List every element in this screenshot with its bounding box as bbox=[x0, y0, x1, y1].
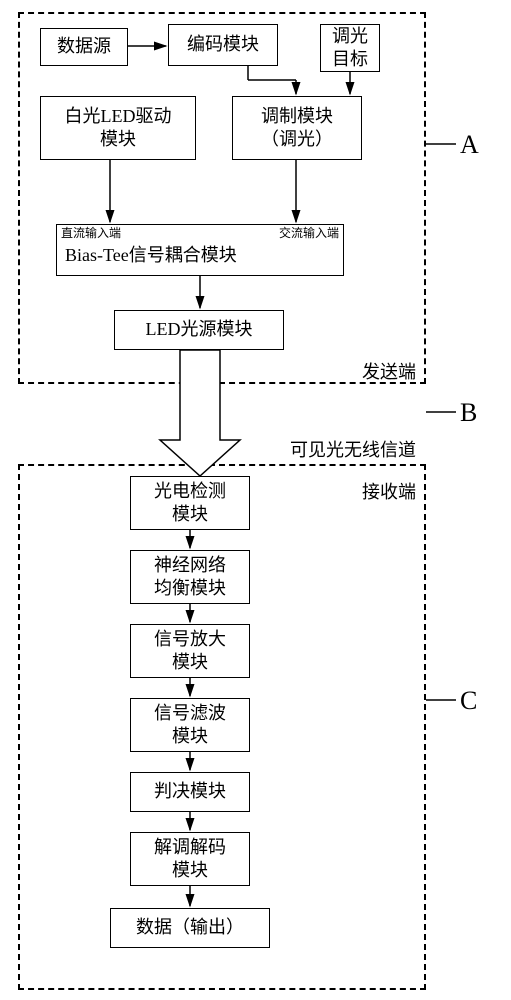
node-amp: 信号放大 模块 bbox=[130, 624, 250, 678]
node-modulator-l2: （调光） bbox=[261, 128, 333, 151]
node-dimtarget-l1: 调光 bbox=[332, 25, 368, 48]
node-photo-l1: 光电检测 bbox=[154, 480, 226, 503]
node-encoder: 编码模块 bbox=[168, 24, 278, 66]
node-photo: 光电检测 模块 bbox=[130, 476, 250, 530]
section-a-sidelabel: 发送端 bbox=[362, 358, 416, 384]
node-ledsrc-label: LED光源模块 bbox=[146, 318, 253, 341]
section-b-label: B bbox=[460, 398, 477, 428]
node-judge-label: 判决模块 bbox=[154, 780, 226, 803]
node-demod-l1: 解调解码 bbox=[154, 836, 226, 859]
node-demod: 解调解码 模块 bbox=[130, 832, 250, 886]
node-amp-l2: 模块 bbox=[172, 651, 208, 674]
node-biastee: 直流输入端 交流输入端 Bias-Tee信号耦合模块 bbox=[56, 224, 344, 276]
section-a-label: A bbox=[460, 130, 479, 160]
node-encoder-label: 编码模块 bbox=[187, 33, 259, 56]
node-nn: 神经网络 均衡模块 bbox=[130, 550, 250, 604]
node-nn-l2: 均衡模块 bbox=[154, 577, 226, 600]
node-filt-l1: 信号滤波 bbox=[154, 702, 226, 725]
node-leddrive-l1: 白光LED驱动 bbox=[65, 105, 172, 128]
node-nn-l1: 神经网络 bbox=[154, 554, 226, 577]
node-out-label: 数据（输出） bbox=[136, 916, 244, 939]
node-dimtarget-l2: 目标 bbox=[332, 48, 368, 71]
node-datasource-label: 数据源 bbox=[57, 35, 111, 58]
node-datasource: 数据源 bbox=[40, 28, 128, 66]
biastee-dc-label: 直流输入端 bbox=[61, 227, 121, 239]
node-filt: 信号滤波 模块 bbox=[130, 698, 250, 752]
node-dimtarget: 调光 目标 bbox=[320, 24, 380, 72]
node-leddrive-l2: 模块 bbox=[100, 128, 136, 151]
section-c-sidelabel: 接收端 bbox=[362, 478, 416, 504]
node-filt-l2: 模块 bbox=[172, 725, 208, 748]
node-biastee-label: Bias-Tee信号耦合模块 bbox=[65, 244, 237, 267]
node-out: 数据（输出） bbox=[110, 908, 270, 948]
node-leddrive: 白光LED驱动 模块 bbox=[40, 96, 196, 160]
node-modulator-l1: 调制模块 bbox=[261, 105, 333, 128]
node-ledsrc: LED光源模块 bbox=[114, 310, 284, 350]
node-modulator: 调制模块 （调光） bbox=[232, 96, 362, 160]
section-c-label: C bbox=[460, 686, 477, 716]
node-photo-l2: 模块 bbox=[172, 503, 208, 526]
section-b-sidelabel: 可见光无线信道 bbox=[290, 436, 416, 462]
node-demod-l2: 模块 bbox=[172, 859, 208, 882]
node-amp-l1: 信号放大 bbox=[154, 628, 226, 651]
node-judge: 判决模块 bbox=[130, 772, 250, 812]
biastee-ac-label: 交流输入端 bbox=[279, 227, 339, 239]
